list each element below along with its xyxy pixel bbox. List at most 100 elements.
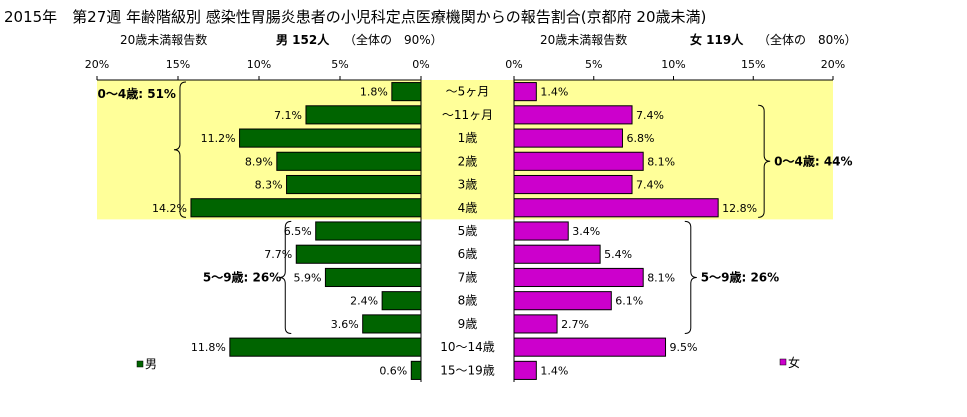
bar-female [513,105,633,125]
group-label: 5～9歳: 26% [701,269,779,284]
value-label-male: 7.1% [274,109,302,122]
bar-female [513,267,644,288]
value-label-female: 8.1% [647,155,675,168]
left-tick-label: 20% [85,58,109,71]
value-label-male: 11.8% [191,341,226,354]
group-bracket [279,220,292,335]
bars [190,82,719,380]
chart-title: 2015年 第27週 年齢階級別 感染性胃腸炎患者の小児科定点医療機関からの報告… [4,8,706,26]
category-labels: ～5ヶ月 ～11ヶ月 1歳 2歳 3歳 4歳 5歳 6歳 7歳 8歳 9歳 10～14歳 15～19歳 [440,85,495,378]
bar-male [391,82,422,102]
bar-female [513,337,667,357]
right-tick-label: 0% [505,58,522,71]
value-label-female: 1.4% [540,86,568,99]
value-label-male: 5.9% [293,271,321,284]
value-label-female: 7.4% [636,179,664,192]
group-label: 0～4歳: 44% [774,153,852,168]
category-label: 6歳 [458,247,478,261]
left-tick-label: 0% [412,58,429,71]
bar-female [513,221,569,241]
legend: 男女 [136,355,800,371]
value-label-male: 1.8% [360,86,388,99]
header-count: 男 152人 [276,32,330,47]
bar-male [286,174,422,195]
group-bracket [684,220,697,335]
bar-male [315,221,422,241]
bar-male [410,360,422,380]
value-label-female: 12.8% [722,202,757,215]
header-share: （全体の 90%） [344,32,443,47]
bar-male [295,244,422,264]
highlight-band-rect [97,80,833,220]
value-label-female: 7.4% [636,109,664,122]
value-labels: 1.8% 1.4% 7.1% 7.4% 11.2% 6.8% 8.9% 8.1% 8.3% 7.4… [152,86,757,378]
value-label-female: 5.4% [604,248,632,261]
category-label: 1歳 [458,131,478,145]
value-label-female: 1.4% [540,364,568,377]
category-label: 3歳 [458,178,478,192]
group-bracket [758,104,771,218]
category-label: 4歳 [458,201,478,215]
value-label-female: 8.1% [647,271,675,284]
category-label: 15～19歳 [440,363,495,377]
legend-swatch-female [779,358,787,366]
category-label: 7歳 [458,270,478,284]
bar-male [305,105,422,125]
header-share: （全体の 80%） [758,32,857,47]
value-label-male: 0.6% [379,364,407,377]
category-label: 2歳 [458,154,478,168]
category-label: 9歳 [458,317,478,331]
header-count: 女 119人 [690,32,744,47]
bar-male [229,337,422,357]
value-label-female: 2.7% [561,318,589,331]
bar-female [513,314,558,334]
header-label: 20歳未満報告数 [120,32,207,47]
category-label: ～11ヶ月 [442,108,493,122]
value-label-female: 6.8% [626,132,654,145]
legend-label-male: 男 [145,357,157,371]
value-label-male: 7.7% [264,248,292,261]
bar-male [239,128,422,148]
bar-female [513,174,633,195]
highlight-band [97,80,833,220]
group-bracket [173,81,186,218]
headers: 20歳未満報告数 男 152人 （全体の 90%） 20歳未満報告数 女 119人 （全体… [120,32,857,47]
category-label: 8歳 [458,294,478,308]
left-tick-label: 5% [331,58,348,71]
group-brackets: 0～4歳: 51% 5～9歳: 26% 0～4歳: 44% 5～9歳: 26% [98,81,853,335]
right-tick-label: 5% [585,58,602,71]
value-label-male: 2.4% [350,295,378,308]
bar-female [513,82,537,102]
bar-female [513,128,623,148]
group-label: 5～9歳: 26% [203,269,281,284]
value-label-male: 11.2% [201,132,236,145]
value-label-male: 8.3% [255,179,283,192]
bar-male [381,291,422,311]
bar-male [276,151,422,171]
bar-female [513,291,612,311]
category-label: 10～14歳 [440,340,495,354]
value-label-female: 3.4% [572,225,600,238]
value-label-male: 3.6% [331,318,359,331]
group-label: 0～4歳: 51% [98,86,176,101]
legend-label-female: 女 [788,355,800,370]
tick-labels: 0% 0% 5% 5% 10% 10% 15% 15% 20% 20% [85,58,845,71]
value-label-male: 6.5% [284,225,312,238]
category-label: ～5ヶ月 [446,85,490,99]
bar-female [513,151,644,171]
legend-swatch-male [136,360,144,368]
value-label-female: 9.5% [670,341,698,354]
bar-male [362,314,422,334]
value-label-female: 6.1% [615,295,643,308]
right-tick-label: 15% [741,58,765,71]
value-label-male: 8.9% [245,155,273,168]
category-label: 5歳 [458,224,478,238]
bar-male [190,198,422,218]
header-label: 20歳未満報告数 [540,32,627,47]
bar-female [513,244,601,264]
bar-female [513,198,719,218]
bar-male [324,267,422,288]
value-label-male: 14.2% [152,202,187,215]
bar-female [513,360,537,380]
